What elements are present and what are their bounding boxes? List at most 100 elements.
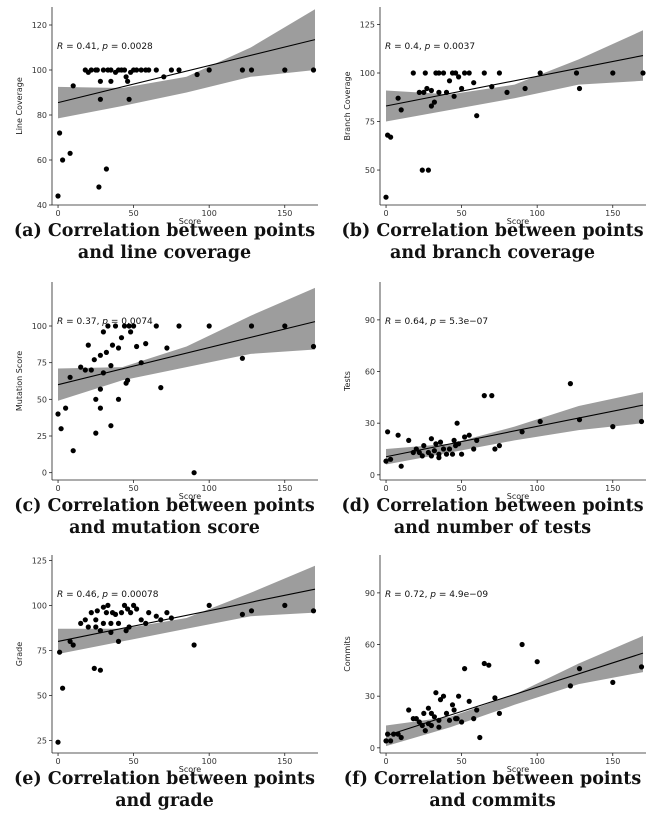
data-point (428, 722, 434, 729)
caption-line: (b) Correlation between points (341, 221, 644, 241)
y-tick-label: 50 (37, 691, 47, 700)
y-tick-label: 100 (32, 66, 47, 75)
data-point (93, 396, 99, 402)
data-point (383, 458, 389, 464)
data-point (388, 456, 394, 462)
stat-annotation: R = 0.37, p = 0.0074 (57, 317, 153, 327)
data-point (103, 349, 109, 355)
data-point (422, 70, 428, 76)
data-point (282, 323, 288, 329)
data-point (471, 446, 477, 452)
data-point (103, 166, 109, 172)
data-point (85, 624, 91, 630)
data-point (436, 89, 442, 95)
data-point (105, 323, 111, 329)
data-point (610, 424, 616, 430)
figure-caption: (c) Correlation between points and mutati… (0, 495, 329, 539)
data-point (138, 360, 144, 366)
x-axis-title: Score (507, 765, 529, 774)
y-axis-title: Grade (15, 642, 24, 666)
data-point (410, 70, 416, 76)
data-point (443, 451, 450, 457)
x-tick-label: 0 (55, 757, 60, 766)
figure-caption: (e) Correlation between points and grade (0, 768, 329, 812)
data-point (522, 85, 528, 92)
data-point (282, 602, 288, 608)
data-point (489, 393, 495, 399)
data-point (161, 74, 167, 80)
data-point (428, 710, 434, 716)
data-point (67, 150, 73, 156)
data-point (206, 67, 212, 73)
data-point (453, 70, 459, 76)
data-point (395, 432, 401, 438)
chart-panel-d: 0 50 100 150 0 30 60 90 Score Tests R = 0.64, p = … (328, 275, 657, 546)
data-point (134, 606, 140, 612)
data-point (70, 448, 76, 454)
data-point (118, 610, 125, 616)
y-tick-label: 120 (32, 21, 47, 30)
data-point (109, 342, 116, 348)
chart-panel-f: 0 50 100 150 0 30 60 90 Score Commits R = 0.72, p … (328, 548, 657, 819)
data-point (67, 374, 73, 380)
chart-panel-c: 0 50 100 150 0 25 50 75 100 Score Mutation Score R … (0, 275, 329, 546)
data-point (57, 649, 63, 655)
data-point (194, 71, 200, 78)
data-point (462, 434, 468, 440)
data-point (125, 606, 131, 612)
data-point (206, 602, 212, 608)
data-point (94, 608, 100, 614)
x-tick-label: 100 (202, 209, 217, 218)
data-point (413, 716, 419, 722)
x-tick-label: 0 (383, 209, 388, 218)
caption-line: (c) Correlation between points (14, 496, 315, 516)
data-point (60, 685, 66, 691)
figure-caption: (b) Correlation between points and branch… (328, 220, 657, 264)
data-point (610, 70, 616, 76)
caption-line: (d) Correlation between points (341, 496, 644, 516)
data-point (248, 67, 255, 73)
data-point (134, 67, 140, 73)
data-point (433, 441, 439, 447)
data-point (93, 617, 99, 623)
data-point (88, 610, 94, 616)
data-point (176, 67, 182, 73)
x-tick-label: 50 (457, 757, 467, 766)
x-tick-label: 50 (129, 209, 139, 218)
y-tick-label: 25 (37, 432, 47, 441)
x-tick-label: 100 (530, 757, 545, 766)
data-point (118, 335, 125, 341)
data-point (103, 610, 109, 616)
data-point (638, 418, 645, 425)
data-point (424, 85, 430, 92)
x-axis-title: Score (507, 492, 529, 501)
caption-line: (f) Correlation between points (343, 769, 642, 789)
data-point (115, 396, 122, 402)
data-point (93, 430, 99, 436)
y-axis-title: Line Coverage (15, 77, 24, 135)
data-point (91, 357, 97, 363)
data-point (446, 446, 453, 452)
data-point (437, 697, 444, 703)
x-tick-label: 100 (530, 209, 545, 218)
data-point (385, 429, 391, 435)
data-point (459, 719, 465, 725)
data-point (419, 453, 425, 459)
data-point (131, 602, 137, 608)
y-tick-label: 30 (365, 419, 375, 428)
data-point (456, 441, 462, 447)
data-point (131, 323, 137, 329)
data-point (385, 731, 391, 737)
x-tick-label: 0 (55, 209, 60, 218)
caption-line: (e) Correlation between points (14, 769, 315, 789)
data-point (640, 70, 646, 76)
data-point (121, 323, 128, 329)
stat-annotation: R = 0.46, p = 0.00078 (57, 590, 159, 600)
data-point (176, 323, 182, 329)
data-point (492, 695, 498, 701)
confidence-band (58, 287, 315, 401)
data-point (96, 184, 102, 190)
data-point (310, 608, 317, 614)
y-tick-label: 60 (37, 156, 47, 165)
